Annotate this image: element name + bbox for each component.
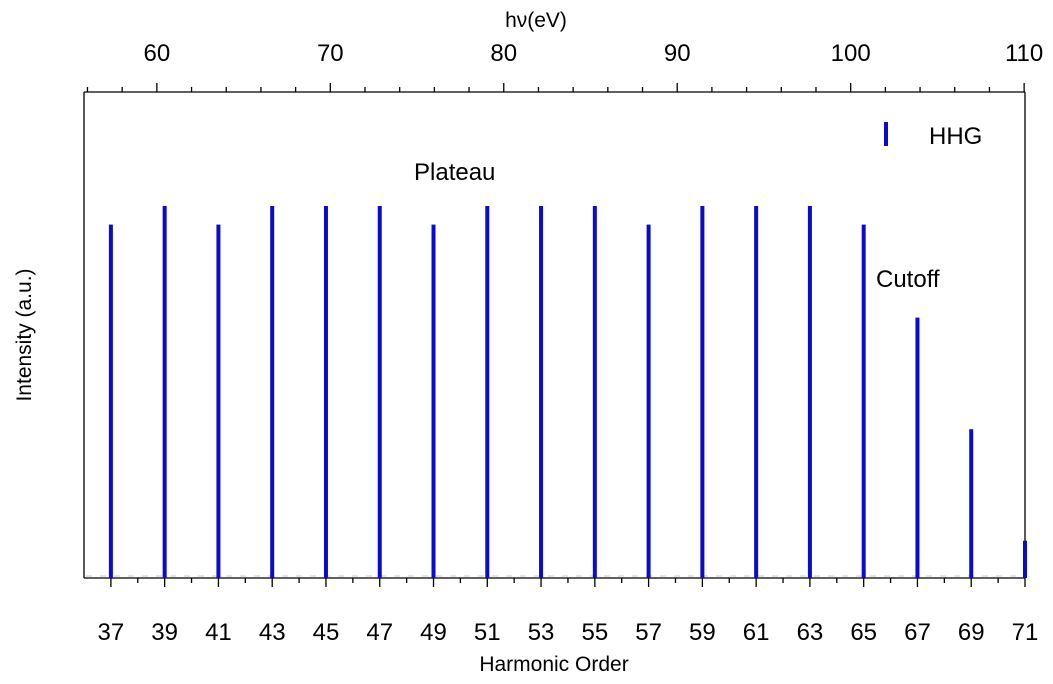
- x2-tick-label: 60: [144, 40, 171, 67]
- bar-harmonic-51: [485, 206, 490, 578]
- x-tick-label: 43: [259, 619, 286, 646]
- bar-harmonic-49: [431, 224, 436, 578]
- x-tick-label: 47: [366, 619, 393, 646]
- bottom-ticks: 37 39 41 43 45 47 49 51 53 55 57 59 61 63 65 67 69 71: [98, 578, 1039, 646]
- x-tick-label: 65: [850, 619, 877, 646]
- x-tick-label: 57: [635, 619, 662, 646]
- x-tick-label: 71: [1012, 619, 1039, 646]
- x-tick-label: 69: [958, 619, 985, 646]
- x2-tick-label: 70: [317, 40, 344, 67]
- x-tick-label: 59: [689, 619, 716, 646]
- bars: [108, 206, 1027, 578]
- x-axis-title: Harmonic Order: [479, 653, 628, 676]
- x2-tick-label: 80: [490, 40, 517, 67]
- plot-frame: [83, 91, 1026, 579]
- x2-tick-label: 90: [664, 40, 691, 67]
- bar-harmonic-39: [162, 206, 167, 578]
- legend-label-hhg: HHG: [929, 123, 982, 150]
- legend-swatch-hhg: [884, 122, 888, 146]
- x-tick-label: 51: [474, 619, 501, 646]
- bar-harmonic-59: [700, 206, 705, 578]
- y-axis-title: Intensity (a.u.): [13, 268, 36, 401]
- bar-harmonic-53: [539, 206, 544, 578]
- bar-harmonic-41: [216, 224, 221, 578]
- x-tick-label: 37: [98, 619, 125, 646]
- bar-harmonic-45: [323, 206, 328, 578]
- x-tick-label: 45: [313, 619, 340, 646]
- bar-harmonic-65: [861, 224, 866, 578]
- bar-harmonic-37: [108, 224, 113, 578]
- bar-harmonic-69: [969, 429, 974, 578]
- bar-harmonic-71: [1023, 540, 1027, 578]
- x-tick-label: 41: [205, 619, 232, 646]
- x-tick-label: 53: [528, 619, 555, 646]
- bar-harmonic-55: [592, 206, 597, 578]
- x-tick-label: 55: [581, 619, 608, 646]
- x-tick-label: 61: [743, 619, 770, 646]
- top-axis-title: hν(eV): [505, 9, 567, 32]
- bar-harmonic-61: [754, 206, 759, 578]
- annotation-plateau: Plateau: [414, 159, 495, 186]
- annotation-cutoff: Cutoff: [876, 266, 940, 293]
- top-ticks: 60 70 80 90 100 110: [86, 40, 1043, 92]
- bar-harmonic-57: [646, 224, 651, 578]
- legend: HHG: [884, 122, 982, 150]
- bar-harmonic-67: [915, 317, 920, 578]
- x-tick-label: 49: [420, 619, 447, 646]
- bar-harmonic-43: [270, 206, 275, 578]
- x-tick-label: 63: [797, 619, 824, 646]
- bar-harmonic-47: [377, 206, 382, 578]
- x-tick-label: 39: [151, 619, 178, 646]
- x2-tick-label: 100: [831, 40, 871, 67]
- x-tick-label: 67: [904, 619, 931, 646]
- x2-tick-label: 110: [1005, 40, 1043, 67]
- bar-harmonic-63: [807, 206, 812, 578]
